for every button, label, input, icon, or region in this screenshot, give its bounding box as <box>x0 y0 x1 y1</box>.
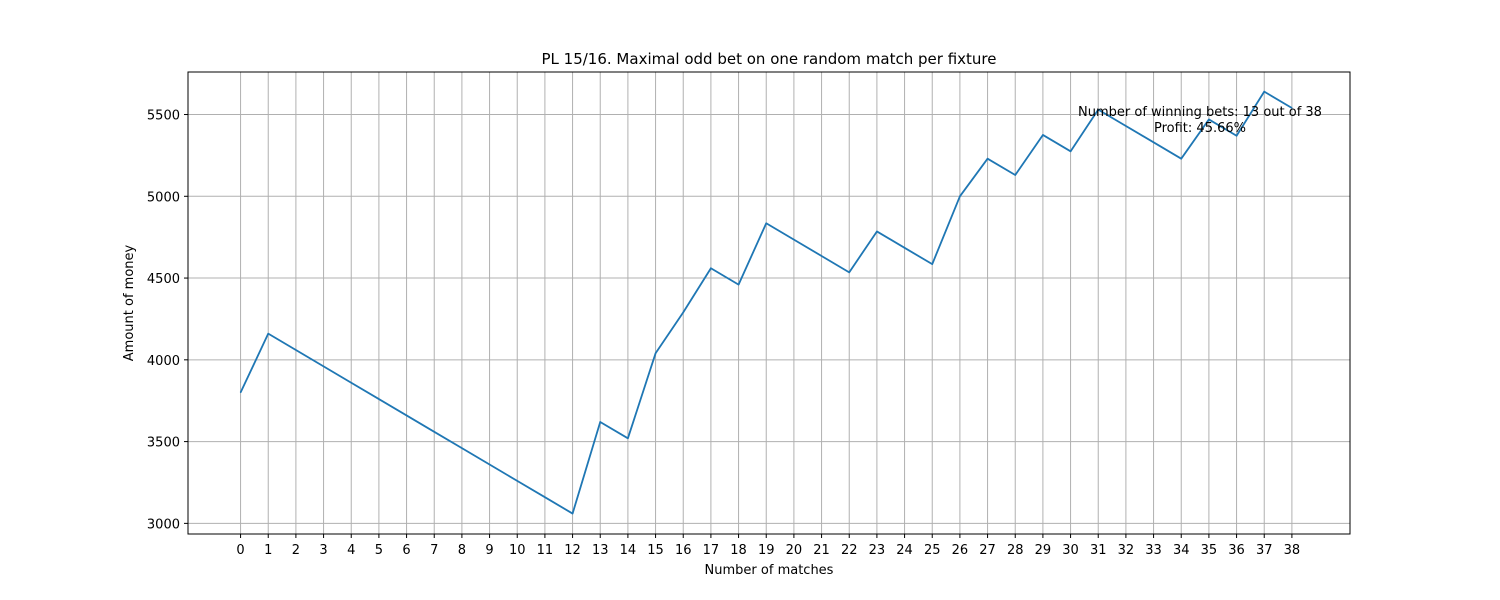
x-tick-label: 23 <box>869 543 886 558</box>
x-tick-label: 18 <box>730 543 747 558</box>
data-point <box>931 263 933 265</box>
y-tick-label: 3000 <box>147 517 180 532</box>
x-tick-label: 28 <box>1007 543 1024 558</box>
y-tick-label: 4000 <box>147 354 180 369</box>
data-point <box>1235 135 1238 137</box>
x-tick-label: 32 <box>1118 543 1135 558</box>
x-tick-label: 35 <box>1201 543 1218 558</box>
x-tick-label: 27 <box>979 543 996 558</box>
data-point <box>876 230 878 233</box>
x-tick-label: 22 <box>841 543 858 558</box>
annotation-winning-bets: Number of winning bets: 13 out of 38 <box>1078 105 1322 120</box>
y-tick-label: 5500 <box>147 109 180 124</box>
x-tick-label: 31 <box>1090 543 1107 558</box>
data-point <box>710 267 712 269</box>
data-point <box>433 431 435 433</box>
x-tick-label: 7 <box>430 543 438 558</box>
data-point <box>820 255 823 257</box>
data-point <box>654 352 657 354</box>
data-point <box>737 284 740 286</box>
x-tick-label: 36 <box>1228 543 1245 558</box>
annotation-profit: Profit: 45.66% <box>1154 121 1246 136</box>
data-point <box>267 333 269 335</box>
data-point <box>239 391 242 394</box>
data-point <box>405 414 408 417</box>
x-tick-label: 2 <box>292 543 300 558</box>
y-tick-label: 3500 <box>147 436 180 451</box>
chart-title: PL 15/16. Maximal odd bet on one random … <box>542 50 997 68</box>
x-tick-label: 21 <box>813 543 830 558</box>
x-tick-label: 17 <box>703 543 720 558</box>
data-point <box>350 382 352 384</box>
data-point <box>544 496 546 498</box>
x-tick-label: 11 <box>537 543 554 558</box>
data-point <box>295 349 297 351</box>
data-point <box>986 158 989 160</box>
x-tick-label: 33 <box>1145 543 1162 558</box>
y-tick-label: 4500 <box>147 272 180 287</box>
data-point <box>461 447 463 449</box>
x-axis-label: Number of matches <box>705 563 834 578</box>
data-point <box>516 480 518 482</box>
x-tick-label: 38 <box>1284 543 1301 558</box>
y-tick-label: 5000 <box>147 190 180 205</box>
data-point <box>1152 141 1155 143</box>
data-point <box>765 222 767 224</box>
data-point <box>793 239 795 241</box>
x-axis-ticks: 0 1 2 3 4 5 6 7 8 9 10 11 12 13 14 15 16 17 18 19 20 21 22 23 24… <box>236 534 1300 558</box>
x-tick-label: 30 <box>1062 543 1079 558</box>
data-point <box>1042 134 1044 136</box>
data-point <box>682 311 684 314</box>
x-tick-label: 19 <box>758 543 775 558</box>
data-point <box>1291 107 1293 109</box>
x-tick-label: 13 <box>592 543 609 558</box>
data-point <box>599 421 601 423</box>
data-point <box>1180 158 1182 160</box>
x-tick-label: 26 <box>952 543 969 558</box>
series-line-layer <box>239 90 1293 515</box>
data-point <box>571 512 574 515</box>
x-tick-label: 14 <box>620 543 637 558</box>
plot-frame <box>187 71 1351 535</box>
x-tick-label: 6 <box>402 543 410 558</box>
x-tick-label: 20 <box>786 543 803 558</box>
data-point <box>488 463 491 466</box>
x-tick-label: 1 <box>264 543 272 558</box>
x-tick-label: 9 <box>485 543 493 558</box>
x-tick-label: 4 <box>347 543 355 558</box>
data-point <box>848 271 850 273</box>
x-tick-label: 3 <box>319 543 327 558</box>
x-tick-label: 8 <box>458 543 466 558</box>
x-tick-label: 5 <box>375 543 383 558</box>
x-tick-label: 12 <box>564 543 581 558</box>
x-tick-label: 34 <box>1173 543 1190 558</box>
y-axis-ticks: 3000 3500 4000 4500 5000 5500 <box>147 109 188 532</box>
data-point <box>378 398 380 400</box>
data-point <box>959 195 961 197</box>
data-point <box>1069 150 1072 152</box>
x-tick-label: 15 <box>647 543 664 558</box>
data-point <box>1263 91 1265 93</box>
data-point <box>322 365 325 367</box>
data-point <box>1125 125 1127 127</box>
data-point <box>627 437 629 439</box>
x-tick-label: 16 <box>675 543 692 558</box>
x-tick-label: 25 <box>924 543 941 558</box>
grid <box>188 72 1350 534</box>
data-point <box>1014 174 1016 176</box>
x-tick-label: 29 <box>1035 543 1052 558</box>
data-point <box>1208 118 1210 121</box>
x-tick-label: 24 <box>896 543 913 558</box>
data-point <box>1097 109 1099 111</box>
x-tick-label: 37 <box>1256 543 1273 558</box>
x-tick-label: 10 <box>509 543 526 558</box>
x-tick-label: 0 <box>236 543 244 558</box>
y-axis-label: Amount of money <box>122 244 137 361</box>
data-point <box>903 247 906 249</box>
